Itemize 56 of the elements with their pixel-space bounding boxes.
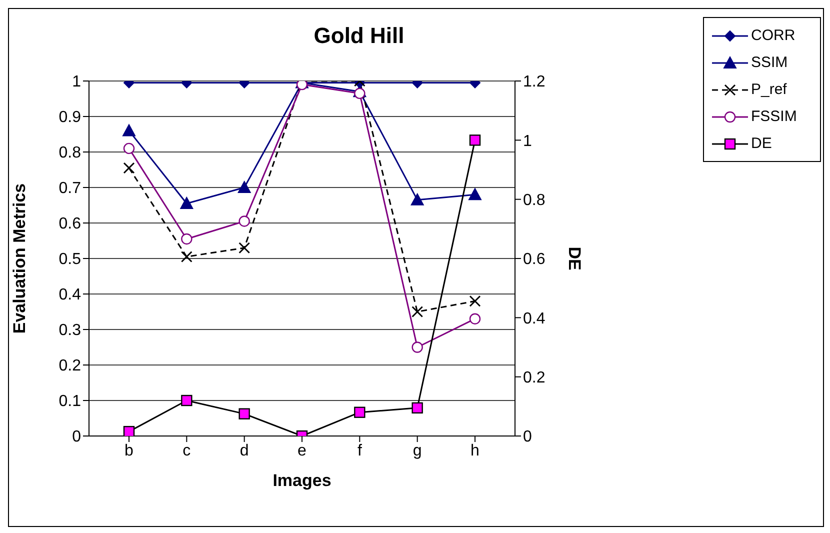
x-tick-label: e: [298, 442, 307, 460]
y2-tick-label: 0.2: [523, 370, 546, 387]
point: [123, 142, 135, 154]
point: [468, 188, 482, 200]
point: [180, 250, 192, 262]
y2-tick-label: 1: [523, 132, 532, 150]
point: [469, 134, 481, 146]
point: [238, 181, 251, 193]
point: [412, 342, 423, 353]
y-tick-label: 0.8: [58, 144, 82, 162]
y-tick-label: 0.6: [58, 216, 82, 233]
x-tick-label: b: [124, 442, 134, 460]
point: [412, 402, 423, 414]
y-tick-label: 0.3: [58, 322, 82, 340]
y2-tick-label: 0.6: [523, 251, 546, 268]
point: [181, 233, 192, 245]
chart-title: Gold Hill: [312, 23, 406, 49]
x-tick-label: c: [182, 442, 191, 460]
point: [123, 162, 135, 174]
y-axis-title: Evaluation Metrics: [10, 183, 30, 334]
y2-tick-label: 1.2: [523, 74, 546, 91]
y-tick-label: 0.9: [58, 109, 82, 126]
y2-tick-label: 0.4: [523, 310, 546, 328]
point: [238, 242, 250, 254]
x-tick-label: f: [357, 442, 362, 460]
point: [123, 426, 135, 436]
x-tick-label: h: [470, 442, 480, 460]
point: [181, 394, 192, 406]
point: [122, 124, 136, 136]
point: [354, 88, 366, 100]
x-tick-label: d: [240, 442, 249, 460]
y2-axis-title: DE: [564, 246, 584, 270]
point: [238, 216, 250, 227]
legend-label: DE: [751, 135, 772, 152]
y-tick-label: 0.7: [58, 180, 82, 198]
y2-tick-label: 0: [523, 428, 532, 446]
legend-label: FSSIM: [751, 108, 797, 125]
y-tick-label: 1: [72, 74, 82, 91]
y-tick-label: 0.2: [58, 358, 82, 375]
point: [469, 295, 481, 307]
y-tick-label: 0.5: [58, 251, 82, 268]
point: [412, 306, 424, 318]
point: [354, 406, 366, 418]
point: [469, 313, 481, 324]
point: [410, 193, 424, 206]
legend-label: SSIM: [751, 54, 788, 71]
x-axis-title: Images: [272, 471, 332, 490]
y-tick-label: 0.1: [58, 393, 82, 410]
point: [238, 408, 250, 420]
legend-label: CORR: [751, 27, 796, 44]
y2-tick-label: 0.8: [523, 192, 546, 210]
point: [180, 196, 194, 209]
x-tick-label: g: [412, 442, 422, 460]
legend-label: P_ref: [751, 81, 787, 98]
y-tick-label: 0.4: [58, 286, 82, 304]
y-tick-label: 0: [72, 428, 82, 446]
